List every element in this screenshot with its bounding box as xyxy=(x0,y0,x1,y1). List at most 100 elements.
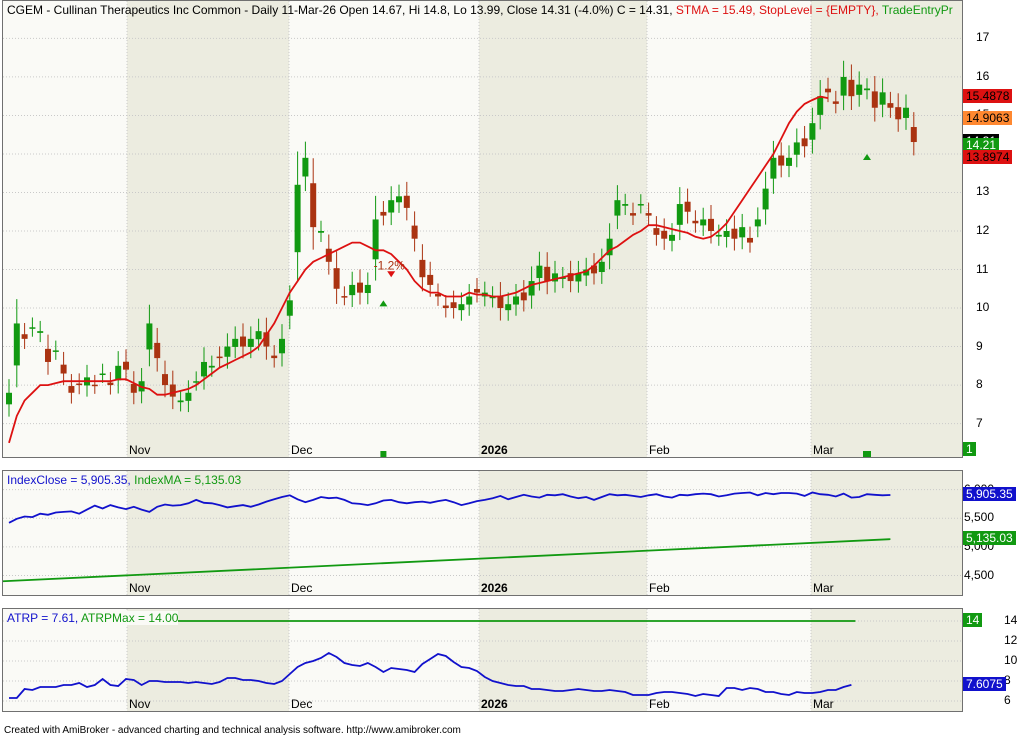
candle xyxy=(910,127,917,143)
candle xyxy=(731,228,738,239)
y-tick-label: 13 xyxy=(976,184,990,199)
candle xyxy=(403,195,410,208)
candle xyxy=(13,323,20,366)
buy-arrow xyxy=(863,153,871,160)
candle xyxy=(528,281,535,296)
period-shade xyxy=(811,609,962,711)
candle xyxy=(606,238,613,256)
candle xyxy=(747,237,753,243)
candle xyxy=(832,101,839,104)
signal-marker xyxy=(863,451,871,457)
candle xyxy=(653,228,660,235)
period-shade xyxy=(127,1,289,457)
candle xyxy=(700,219,707,226)
candle xyxy=(60,364,67,374)
candle xyxy=(91,384,98,387)
candle xyxy=(903,107,909,118)
signal-count-badge: 1 xyxy=(963,442,976,456)
stoplevel-legend: StopLevel = {EMPTY}, xyxy=(758,3,879,17)
y-tick-label: 11 xyxy=(976,261,989,276)
candle xyxy=(684,201,691,212)
candle xyxy=(52,350,59,352)
candle xyxy=(754,219,761,227)
atr-y-axis: 14 12 10 8 6 14 7.6075 xyxy=(962,608,1023,710)
candle xyxy=(325,248,332,262)
candle xyxy=(146,323,153,350)
stop-value-badge: 13.8974 xyxy=(963,149,1013,164)
x-axis-label-dec: Dec xyxy=(291,443,313,457)
atr-plot[interactable]: ATRP = 7.61, ATRPMax = 14.00 Nov Dec 2026 F… xyxy=(2,608,963,712)
period-shade xyxy=(127,609,289,711)
candle xyxy=(435,293,441,297)
candle xyxy=(162,374,168,386)
candle xyxy=(809,123,816,140)
period-shade xyxy=(811,1,962,457)
candle xyxy=(856,84,863,95)
candle xyxy=(357,282,363,293)
atr-pane: ATRP = 7.61, ATRPMax = 14.00 Nov Dec 2026 F… xyxy=(0,608,1023,723)
price-title-ohlc: CGEM - Cullinan Therapeutics Inc Common … xyxy=(7,3,673,17)
price-plot[interactable]: -1.2% CGEM - Cullinan Therapeutics Inc C… xyxy=(2,0,963,458)
candle xyxy=(676,204,683,225)
candle xyxy=(45,348,51,362)
candle xyxy=(520,292,527,301)
x-axis-label-dec: Dec xyxy=(291,581,313,595)
candle xyxy=(786,157,792,166)
candle xyxy=(396,196,402,203)
x-axis-label-nov: Nov xyxy=(129,581,151,595)
candle xyxy=(762,188,769,210)
x-axis-label-2026: 2026 xyxy=(481,581,508,595)
candle xyxy=(840,76,847,96)
candle xyxy=(637,204,644,206)
candle xyxy=(552,273,558,282)
index-close-badge: 5,905.35 xyxy=(963,487,1016,502)
candle xyxy=(310,183,317,228)
candle xyxy=(247,338,254,347)
candle xyxy=(271,355,278,359)
candle xyxy=(232,338,239,347)
period-shade xyxy=(811,471,962,595)
candle xyxy=(817,96,824,115)
index-close-legend: IndexClose = 5,905.35, xyxy=(7,473,131,487)
footer-credit: Created with AmiBroker - advanced charti… xyxy=(4,725,461,736)
y-tick-label: 7 xyxy=(976,415,983,430)
y-tick-label: 8 xyxy=(976,377,983,392)
x-axis-label-2026: 2026 xyxy=(481,697,508,711)
price-title: CGEM - Cullinan Therapeutics Inc Common … xyxy=(7,3,953,17)
candle xyxy=(380,211,387,216)
candle xyxy=(739,227,746,238)
atrp-max-badge: 14 xyxy=(963,613,983,627)
candle xyxy=(536,265,543,278)
candle xyxy=(318,231,324,233)
y-tick-label: 12 xyxy=(1004,633,1018,647)
candle xyxy=(411,225,418,239)
candle xyxy=(279,338,285,354)
candle xyxy=(895,107,902,120)
candle xyxy=(466,296,473,305)
candle xyxy=(645,213,652,216)
candle xyxy=(458,304,465,311)
candle xyxy=(130,383,137,393)
price-pane: -1.2% CGEM - Cullinan Therapeutics Inc C… xyxy=(2,0,1013,458)
candle xyxy=(887,103,894,108)
candle xyxy=(29,327,36,329)
candle xyxy=(99,373,106,376)
index-ma-line xyxy=(3,538,891,583)
atr-legend: ATRP = 7.61, ATRPMax = 14.00 xyxy=(7,611,179,625)
candle xyxy=(349,284,356,296)
candle xyxy=(505,304,512,311)
y-tick-label: 10 xyxy=(1004,653,1018,667)
candle xyxy=(825,88,831,93)
candle xyxy=(201,361,207,377)
stma-line xyxy=(8,95,829,444)
candle xyxy=(6,392,12,405)
candle xyxy=(419,259,426,278)
y-tick-label: 4,500 xyxy=(964,567,995,582)
candle xyxy=(864,88,870,91)
candle xyxy=(107,382,114,386)
price-chart: -1.2% xyxy=(3,1,962,457)
index-plot[interactable]: IndexClose = 5,905.35, IndexMA = 5,135.0… xyxy=(2,470,963,596)
candle xyxy=(427,274,434,285)
candle xyxy=(567,273,574,282)
